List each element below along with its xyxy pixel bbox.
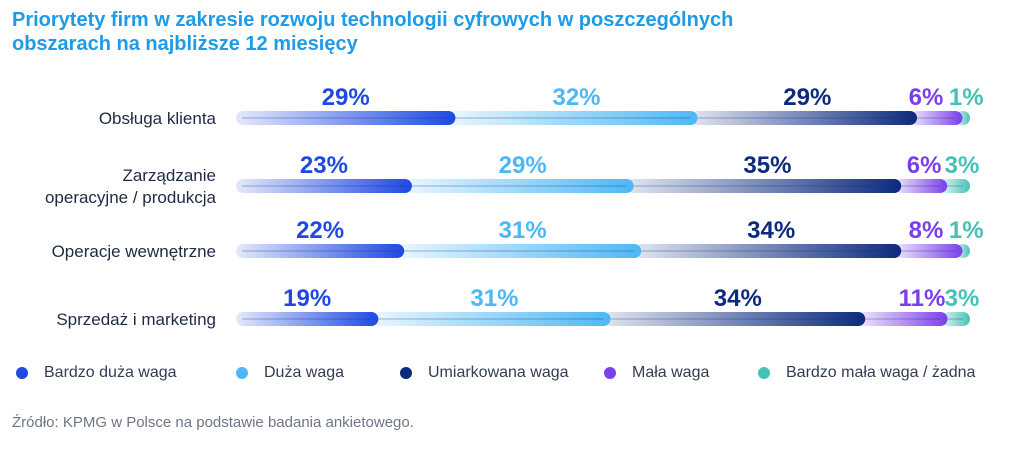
value-label-obsluga-klienta-duza-waga: 32%	[552, 84, 600, 111]
legend-label: Umiarkowana waga	[428, 364, 569, 381]
bar-operacje-wewnetrzne-duza-waga	[397, 244, 642, 258]
legend-dot-icon	[758, 367, 770, 379]
value-label-sprzedaz-i-marketing-bardzo-mala-waga-zadna: 3%	[945, 285, 980, 312]
legend-dot-icon	[400, 367, 412, 379]
value-label-sprzedaz-i-marketing-duza-waga: 31%	[470, 285, 518, 312]
value-label-zarzadzanie-operacyjne-produkcja-bardzo-mala-waga-zadna: 3%	[945, 152, 980, 179]
legend-item-umiarkowana-waga: Umiarkowana waga	[400, 364, 569, 382]
bar-operacje-wewnetrzne-mala-waga	[894, 244, 963, 258]
value-label-operacje-wewnetrzne-mala-waga: 8%	[909, 217, 944, 244]
bar-sprzedaz-i-marketing-bardzo-duza-waga	[236, 312, 379, 326]
bar-obsluga-klienta-duza-waga	[448, 111, 698, 125]
bar-zarzadzanie-operacyjne-produkcja-mala-waga	[894, 179, 948, 193]
bar-zarzadzanie-operacyjne-produkcja-bardzo-duza-waga	[236, 179, 412, 193]
bar-zarzadzanie-operacyjne-produkcja-bardzo-mala-waga-zadna	[940, 179, 970, 193]
bar-obsluga-klienta-bardzo-duza-waga	[236, 111, 456, 125]
value-label-obsluga-klienta-mala-waga: 6%	[909, 84, 944, 111]
bar-zarzadzanie-operacyjne-produkcja-duza-waga	[404, 179, 634, 193]
legend-item-duza-waga: Duża waga	[236, 364, 344, 382]
source-note: Źródło: KPMG w Polsce na podstawie badan…	[12, 414, 414, 431]
legend-label: Bardzo duża waga	[44, 364, 177, 381]
value-label-zarzadzanie-operacyjne-produkcja-umiarkowana-waga: 35%	[743, 152, 791, 179]
legend-item-bardzo-duza-waga: Bardzo duża waga	[16, 364, 177, 382]
legend-item-mala-waga: Mała waga	[604, 364, 709, 382]
legend-dot-icon	[236, 367, 248, 379]
bar-operacje-wewnetrzne-umiarkowana-waga	[634, 244, 902, 258]
value-label-obsluga-klienta-bardzo-mala-waga-zadna: 1%	[949, 84, 984, 111]
chart-title-line-2: obszarach na najbliższe 12 miesięcy	[12, 33, 358, 55]
value-label-zarzadzanie-operacyjne-produkcja-mala-waga: 6%	[907, 152, 942, 179]
value-label-zarzadzanie-operacyjne-produkcja-duza-waga: 29%	[499, 152, 547, 179]
bars-group	[236, 111, 970, 326]
value-label-zarzadzanie-operacyjne-produkcja-bardzo-duza-waga: 23%	[300, 152, 348, 179]
bar-sprzedaz-i-marketing-mala-waga	[858, 312, 948, 326]
legend-label: Mała waga	[632, 364, 710, 381]
bar-sprzedaz-i-marketing-duza-waga	[371, 312, 611, 326]
legend-dot-icon	[16, 367, 28, 379]
legend-dot-icon	[604, 367, 616, 379]
value-label-operacje-wewnetrzne-umiarkowana-waga: 34%	[747, 217, 795, 244]
bar-sprzedaz-i-marketing-umiarkowana-waga	[603, 312, 866, 326]
legend-label: Duża waga	[264, 364, 345, 381]
value-label-operacje-wewnetrzne-bardzo-mala-waga-zadna: 1%	[949, 217, 984, 244]
legend-label: Bardzo mała waga / żadna	[786, 364, 976, 381]
bar-sprzedaz-i-marketing-bardzo-mala-waga-zadna	[940, 312, 970, 326]
category-labels-group: Obsługa klienta Zarządzanie operacyjne / p…	[45, 109, 217, 329]
value-label-operacje-wewnetrzne-bardzo-duza-waga: 22%	[296, 217, 344, 244]
chart-title-line-1: Priorytety firm w zakresie rozwoju techn…	[12, 9, 734, 31]
chart-legend: Bardzo duża waga Duża waga Umiarkowana wag…	[12, 364, 1012, 388]
category-label-operacje-wewnetrzne: Operacje wewnętrzne	[52, 242, 216, 261]
legend-item-bardzo-mala-waga-zadna: Bardzo mała waga / żadna	[758, 364, 975, 382]
chart-title: Priorytety firm w zakresie rozwoju techn…	[12, 8, 812, 56]
category-label-zarzadzanie-operacyjne-produkcja: Zarządzanie operacyjne / produkcja	[45, 166, 217, 207]
value-label-obsluga-klienta-bardzo-duza-waga: 29%	[322, 84, 370, 111]
value-label-sprzedaz-i-marketing-umiarkowana-waga: 34%	[714, 285, 762, 312]
value-labels-group: 29% 32% 29% 6% 1%23% 29% 35% 6% 3%22% 31% 34% 8% 1%1…	[283, 84, 983, 312]
value-label-operacje-wewnetrzne-duza-waga: 31%	[499, 217, 547, 244]
category-label-sprzedaz-i-marketing: Sprzedaż i marketing	[56, 310, 216, 329]
category-label-obsluga-klienta: Obsługa klienta	[99, 109, 217, 128]
bar-operacje-wewnetrzne-bardzo-duza-waga	[236, 244, 405, 258]
bar-obsluga-klienta-mala-waga	[910, 111, 963, 125]
value-label-obsluga-klienta-umiarkowana-waga: 29%	[783, 84, 831, 111]
bar-obsluga-klienta-umiarkowana-waga	[690, 111, 917, 125]
value-label-sprzedaz-i-marketing-mala-waga: 11%	[899, 285, 946, 312]
value-label-sprzedaz-i-marketing-bardzo-duza-waga: 19%	[283, 285, 331, 312]
bar-zarzadzanie-operacyjne-produkcja-umiarkowana-waga	[626, 179, 902, 193]
stacked-bar-chart: Obsługa klienta Zarządzanie operacyjne / p…	[45, 84, 984, 329]
